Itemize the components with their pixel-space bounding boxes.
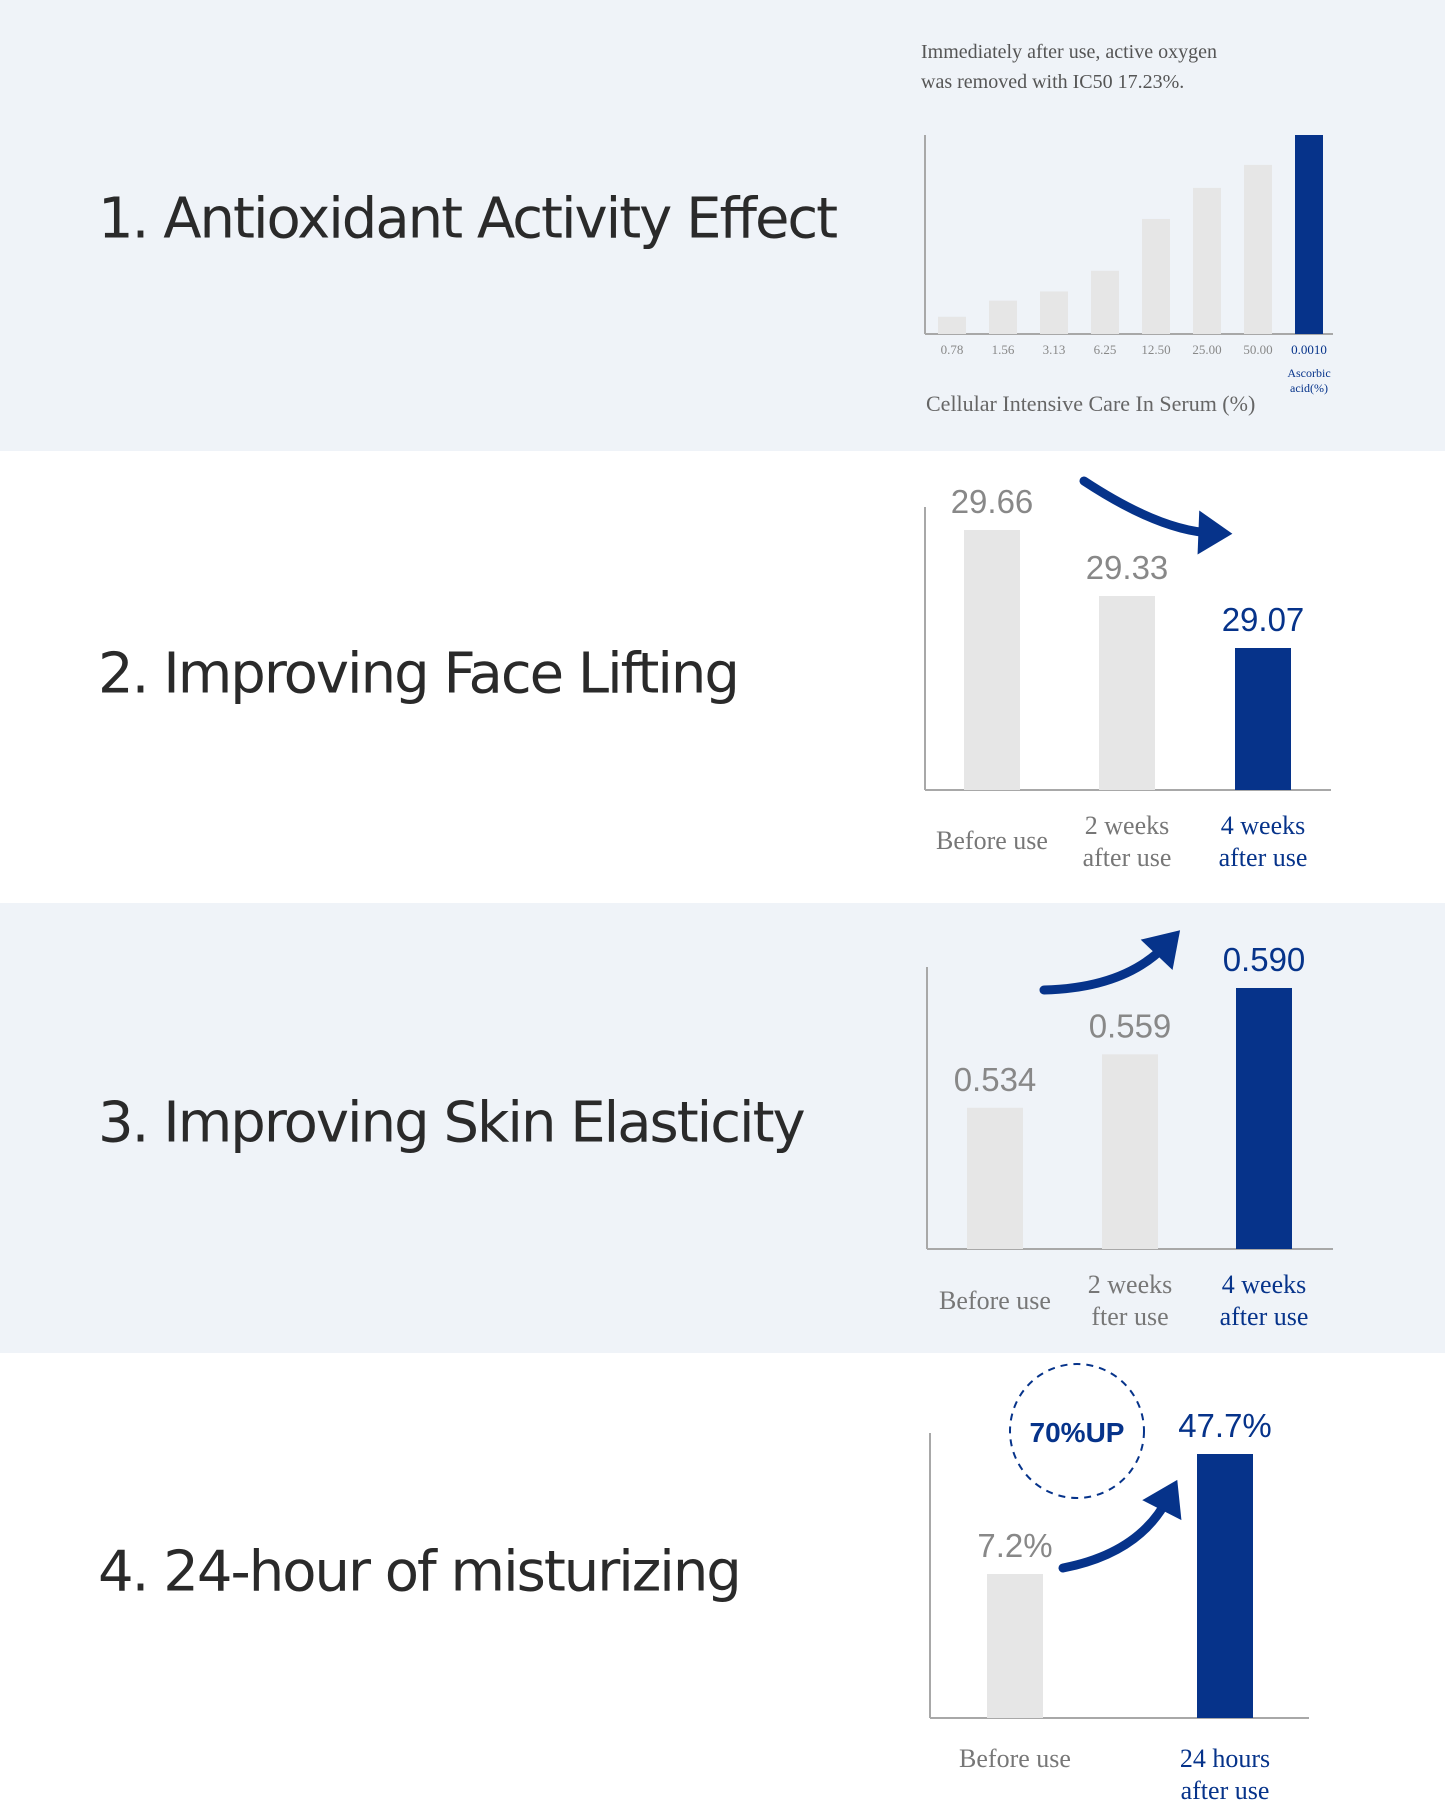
bar [1235,648,1291,790]
x-tick-label: after use [1181,1776,1270,1805]
bar [989,300,1017,334]
bar [1193,187,1221,334]
arrow-head-icon [1142,1479,1182,1521]
badge-circle [1009,1363,1145,1499]
x-tick-label: 2 weeks [1085,811,1169,840]
x-tick-label: 12.50 [1141,342,1170,357]
increase-badge: 70%UP [1030,1417,1125,1448]
trend-arrow-icon [1058,1493,1173,1573]
value-label: 29.66 [951,483,1034,520]
bar [1244,164,1272,334]
bar [1197,1454,1253,1718]
bar [938,316,966,334]
bar [1040,291,1068,334]
bar [967,1107,1023,1249]
trend-arrow-icon [1079,476,1217,538]
value-label: 0.590 [1223,941,1306,978]
x-axis-label: Cellular Intensive Care In Serum (%) [926,391,1255,416]
section-antioxidant: 1. Antioxidant Activity Effect Immediate… [0,0,1445,451]
x-tick-label: after use [1220,1302,1309,1331]
value-label: 0.534 [954,1061,1037,1098]
arrow-head-icon [1140,930,1181,971]
x-tick-label: 24 hours [1180,1744,1270,1773]
value-label: 29.33 [1086,549,1169,586]
section-face-lifting: 2. Improving Face Lifting 29.66 Before us… [0,451,1445,903]
bar [987,1574,1043,1718]
x-tick-label: fter use [1091,1302,1168,1331]
x-tick-label: 25.00 [1192,342,1221,357]
antioxidant-chart: Immediately after use, active oxygen was … [921,41,1333,416]
section-title: 1. Antioxidant Activity Effect [98,186,838,252]
trend-arrow-icon [1039,940,1171,995]
x-tick-label: Before use [939,1286,1051,1315]
x-tick-label: 2 weeks [1088,1270,1172,1299]
section-title: 3. Improving Skin Elasticity [98,1090,806,1156]
skin-elasticity-chart: 0.534 Before use 0.559 2 weeks fter use 0.590… [926,930,1333,1331]
x-tick-label: 1.56 [992,342,1015,357]
bar [964,530,1020,790]
x-tick-label: 6.25 [1094,342,1117,357]
value-label: 0.559 [1089,1007,1172,1044]
x-tick-sublabel: acid(%) [1290,381,1328,395]
x-tick-label: 3.13 [1043,342,1066,357]
arrow-head-icon [1197,510,1233,555]
x-tick-sublabel: Ascorbic [1287,366,1330,380]
section-title: 4. 24-hour of misturizing [98,1539,742,1605]
x-tick-label: Before use [936,826,1048,855]
x-tick-label: 0.0010 [1291,342,1327,357]
value-label: 7.2% [977,1527,1052,1564]
x-tick-label: 0.78 [941,342,964,357]
value-label: 47.7% [1178,1407,1272,1444]
moisturizing-chart: 7.2% Before use 47.7% 24 hours after use 70%U… [929,1363,1309,1805]
face-lifting-chart: 29.66 Before use 29.33 2 weeks after use 29.0… [924,476,1331,872]
bar [1142,218,1170,334]
bar [1102,1054,1158,1249]
x-tick-label: after use [1083,843,1172,872]
x-tick-label: 50.00 [1243,342,1272,357]
x-tick-label: Before use [959,1744,1071,1773]
bar [1295,135,1323,334]
x-tick-label: 4 weeks [1222,1270,1306,1299]
section-moisturizing: 4. 24-hour of misturizing 7.2% Before use… [0,1353,1445,1806]
chart-subtitle: was removed with IC50 17.23%. [921,71,1184,93]
section-skin-elasticity: 3. Improving Skin Elasticity 0.534 Before… [0,903,1445,1353]
section-title: 2. Improving Face Lifting [98,641,740,707]
x-tick-label: after use [1219,843,1308,872]
bar [1236,988,1292,1249]
bar [1099,596,1155,790]
chart-subtitle: Immediately after use, active oxygen [921,41,1217,63]
value-label: 29.07 [1222,601,1305,638]
bar [1091,270,1119,334]
x-tick-label: 4 weeks [1221,811,1305,840]
